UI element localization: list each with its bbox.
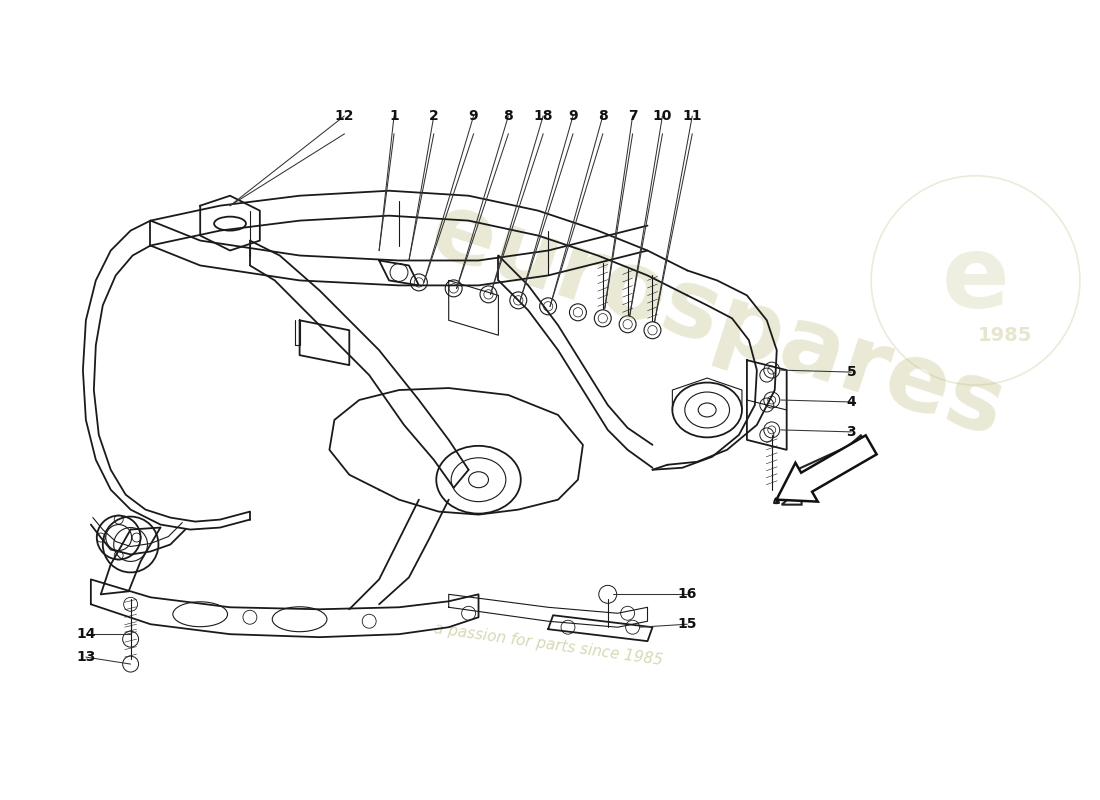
Text: 5: 5 <box>846 365 856 379</box>
Text: 13: 13 <box>76 650 96 664</box>
Text: 18: 18 <box>534 109 553 123</box>
Text: 1985: 1985 <box>978 326 1033 345</box>
Text: 9: 9 <box>469 109 478 123</box>
Text: 9: 9 <box>568 109 578 123</box>
Text: 14: 14 <box>76 627 96 641</box>
Text: 8: 8 <box>598 109 607 123</box>
Text: 16: 16 <box>678 587 697 602</box>
Text: 1: 1 <box>389 109 399 123</box>
Text: 11: 11 <box>682 109 702 123</box>
Text: 12: 12 <box>334 109 354 123</box>
Text: 10: 10 <box>652 109 672 123</box>
Text: 2: 2 <box>429 109 439 123</box>
Text: a passion for parts since 1985: a passion for parts since 1985 <box>432 621 663 668</box>
Text: 8: 8 <box>504 109 514 123</box>
Text: 7: 7 <box>628 109 637 123</box>
Text: e: e <box>942 232 1010 329</box>
Text: eurospares: eurospares <box>419 184 1015 456</box>
Text: 15: 15 <box>678 618 697 631</box>
Text: 4: 4 <box>846 395 856 409</box>
Text: 3: 3 <box>847 425 856 439</box>
Polygon shape <box>777 435 877 502</box>
